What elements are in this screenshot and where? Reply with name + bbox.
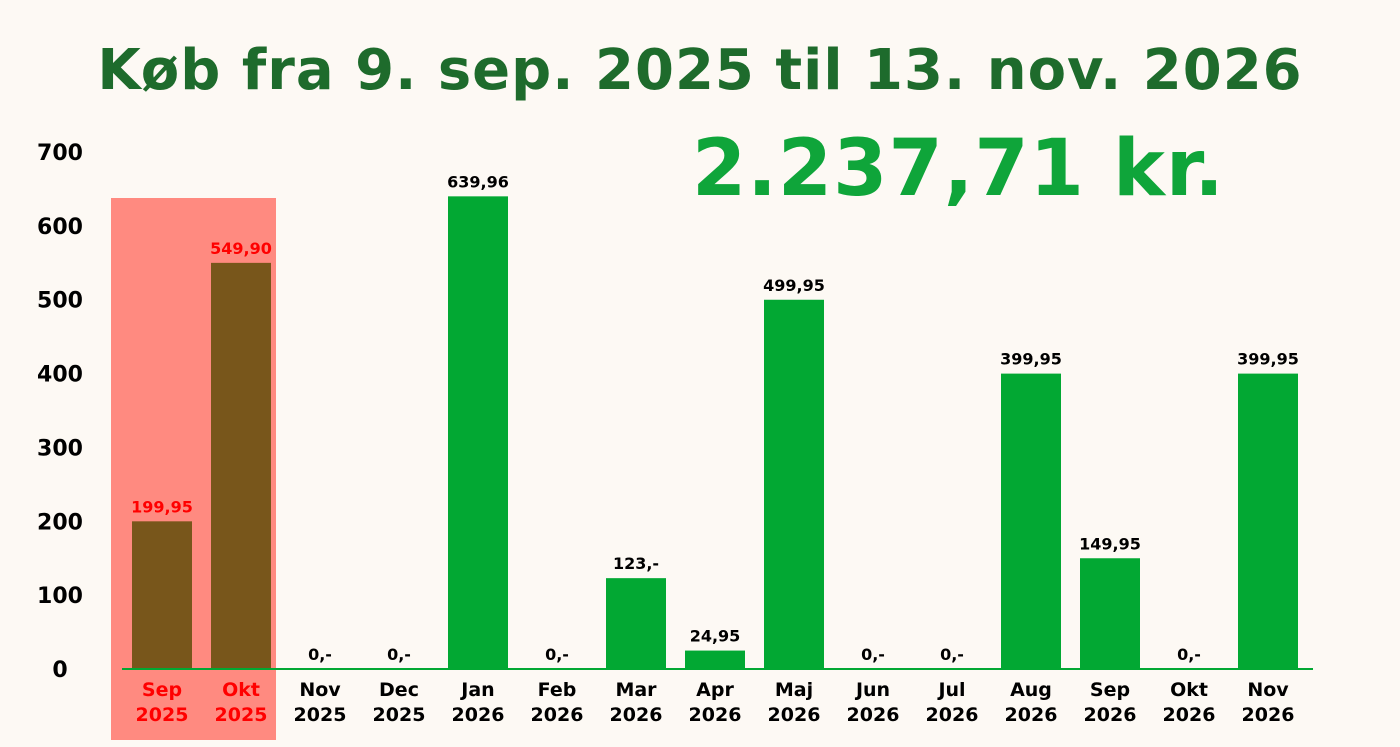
y-tick-label: 0 [52,658,67,683]
value-label: 0,- [387,645,411,664]
x-tick-label-month: Dec [379,679,419,701]
x-tick-label-year: 2026 [610,704,663,726]
bar [132,521,192,669]
value-label: 0,- [545,645,569,664]
y-tick-label: 700 [37,141,83,166]
value-label: 399,95 [1000,350,1062,369]
x-tick-label-month: Jun [854,679,890,701]
value-label: 549,90 [210,239,272,258]
x-tick-label-year: 2026 [1084,704,1137,726]
x-tick-label-year: 2025 [136,704,189,726]
y-tick-label: 100 [37,584,83,609]
x-tick-label-month: Feb [538,679,577,701]
bar [606,578,666,669]
bar [1238,373,1298,669]
value-label: 0,- [861,645,885,664]
x-tick-label-year: 2026 [768,704,821,726]
value-label: 0,- [1177,645,1201,664]
x-tick-label-year: 2026 [531,704,584,726]
value-label: 0,- [308,645,332,664]
x-tick-label-month: Maj [775,679,813,701]
x-tick-label-month: Jul [936,679,965,701]
y-tick-label: 200 [37,510,83,535]
x-tick-label-year: 2025 [294,704,347,726]
chart-title: Køb fra 9. sep. 2025 til 13. nov. 2026 [97,38,1303,103]
y-tick-label: 400 [37,363,83,388]
x-tick-label-month: Okt [1170,679,1208,701]
value-label: 399,95 [1237,350,1299,369]
bar [448,196,508,670]
x-tick-label-month: Jan [459,679,494,701]
x-tick-label-month: Aug [1010,679,1052,701]
x-tick-label-year: 2025 [215,704,268,726]
x-tick-label-year: 2026 [689,704,742,726]
bar [211,262,271,669]
bar [764,299,824,669]
y-tick-label: 300 [37,436,83,461]
x-tick-label-month: Apr [696,679,734,701]
bar [1001,373,1061,669]
value-label: 149,95 [1079,534,1141,553]
x-tick-label-month: Nov [299,679,341,701]
value-label: 499,95 [763,276,825,295]
x-tick-label-year: 2026 [847,704,900,726]
x-tick-label-year: 2026 [452,704,505,726]
x-tick-label-month: Sep [142,679,182,701]
x-tick-label-year: 2026 [1005,704,1058,726]
x-tick-label-month: Sep [1090,679,1130,701]
value-label: 123,- [613,554,659,573]
value-label: 199,95 [131,497,193,516]
value-label: 639,96 [447,172,509,191]
x-tick-label-month: Mar [615,679,657,701]
bar [1080,558,1140,669]
x-tick-label-month: Okt [222,679,260,701]
x-tick-label-year: 2026 [1242,704,1295,726]
y-tick-label: 600 [37,215,83,240]
x-tick-label-year: 2025 [373,704,426,726]
value-label: 0,- [940,645,964,664]
x-tick-label-month: Nov [1247,679,1289,701]
y-tick-label: 500 [37,289,83,314]
x-tick-label-year: 2026 [926,704,979,726]
x-tick-label-year: 2026 [1163,704,1216,726]
bar [685,650,745,669]
value-label: 24,95 [690,627,741,646]
total-amount: 2.237,71 kr. [692,124,1225,214]
